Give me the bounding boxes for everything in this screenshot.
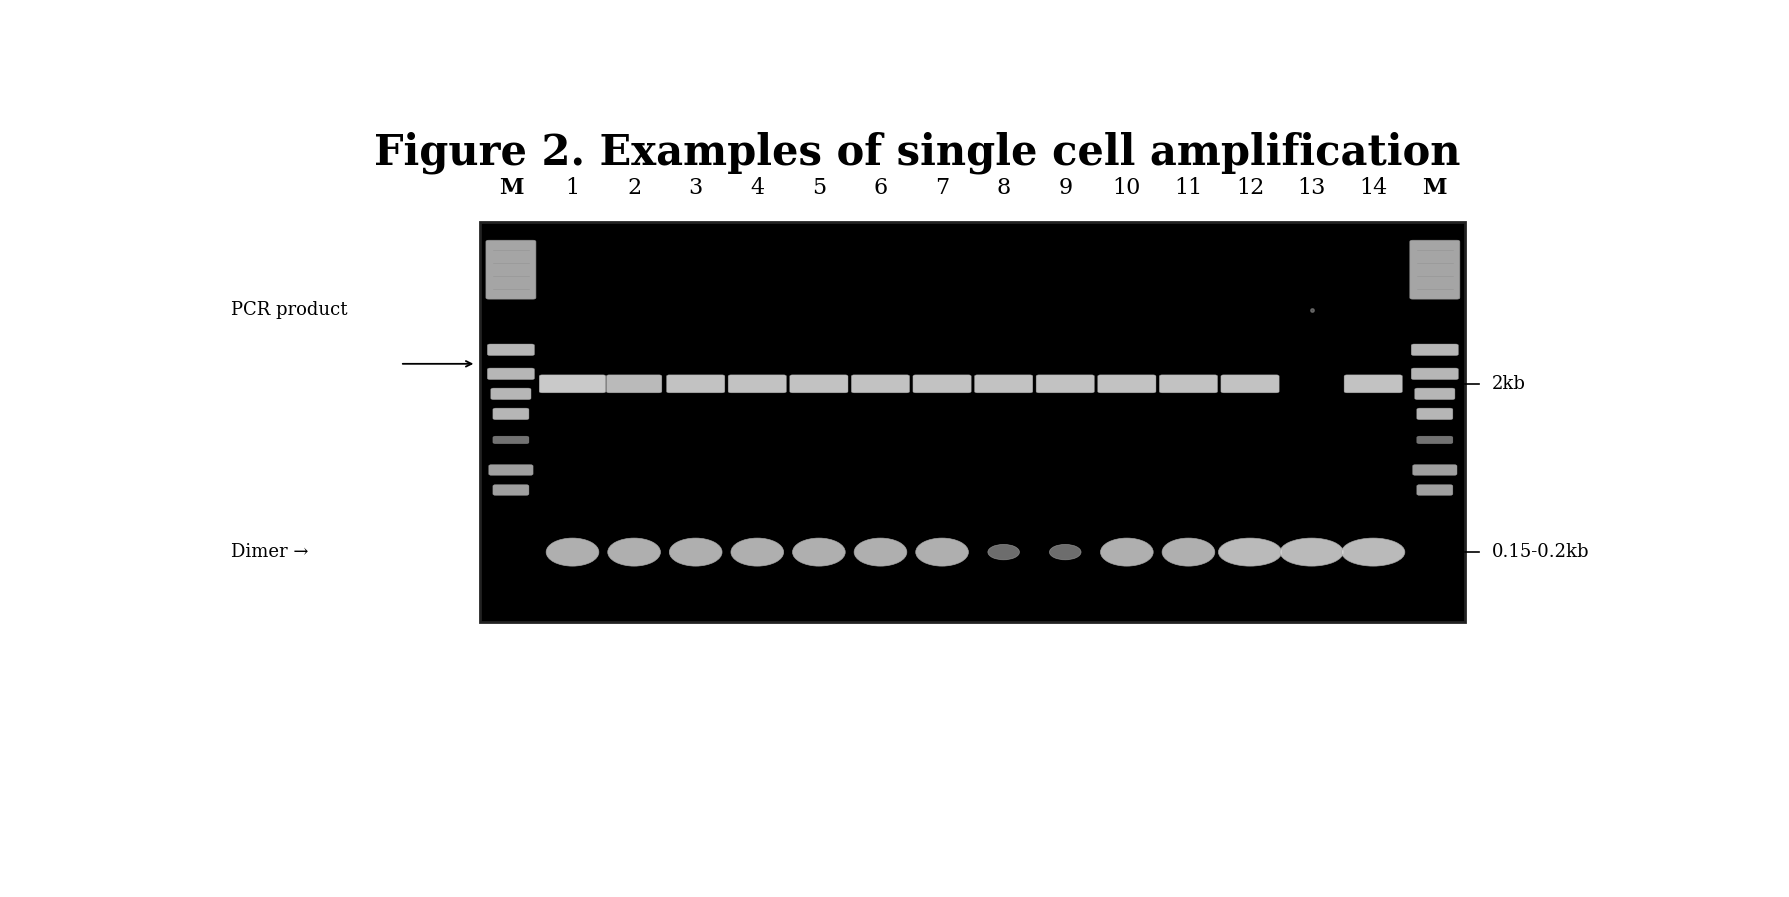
FancyBboxPatch shape (1410, 368, 1458, 379)
Text: PCR product: PCR product (231, 300, 347, 318)
FancyBboxPatch shape (789, 375, 848, 393)
FancyBboxPatch shape (1097, 375, 1156, 393)
FancyBboxPatch shape (1417, 484, 1453, 495)
Text: 4: 4 (750, 178, 764, 199)
Text: 8: 8 (996, 178, 1011, 199)
Ellipse shape (546, 538, 599, 566)
Ellipse shape (1100, 538, 1152, 566)
Text: M: M (1422, 178, 1446, 199)
FancyBboxPatch shape (1410, 344, 1458, 355)
Text: 2: 2 (626, 178, 640, 199)
Text: 1: 1 (565, 178, 580, 199)
FancyBboxPatch shape (728, 375, 785, 393)
FancyBboxPatch shape (1220, 375, 1279, 393)
Text: 9: 9 (1057, 178, 1072, 199)
FancyBboxPatch shape (487, 368, 535, 379)
Text: 0.15-0.2kb: 0.15-0.2kb (1490, 543, 1589, 562)
Ellipse shape (1340, 538, 1404, 566)
FancyBboxPatch shape (490, 388, 531, 400)
Text: 10: 10 (1113, 178, 1140, 199)
Text: 6: 6 (873, 178, 887, 199)
FancyBboxPatch shape (1417, 408, 1453, 420)
FancyBboxPatch shape (1344, 375, 1401, 393)
Text: 11: 11 (1174, 178, 1202, 199)
Bar (479, 222, 1465, 623)
Ellipse shape (988, 544, 1020, 560)
FancyBboxPatch shape (492, 436, 530, 444)
FancyBboxPatch shape (492, 408, 530, 420)
Ellipse shape (669, 538, 721, 566)
FancyBboxPatch shape (852, 375, 909, 393)
Text: 13: 13 (1297, 178, 1326, 199)
FancyBboxPatch shape (912, 375, 971, 393)
Ellipse shape (1279, 538, 1342, 566)
FancyBboxPatch shape (1159, 375, 1217, 393)
Ellipse shape (1161, 538, 1215, 566)
FancyBboxPatch shape (1412, 465, 1456, 475)
FancyBboxPatch shape (487, 344, 535, 355)
Text: 2kb: 2kb (1490, 375, 1524, 393)
Ellipse shape (793, 538, 844, 566)
Text: 12: 12 (1234, 178, 1263, 199)
Ellipse shape (608, 538, 660, 566)
FancyBboxPatch shape (666, 375, 725, 393)
FancyBboxPatch shape (1410, 240, 1460, 299)
FancyBboxPatch shape (1036, 375, 1093, 393)
Ellipse shape (1218, 538, 1281, 566)
Text: 3: 3 (689, 178, 703, 199)
FancyBboxPatch shape (538, 375, 605, 393)
Text: 7: 7 (934, 178, 948, 199)
FancyBboxPatch shape (488, 465, 533, 475)
Text: Figure 2. Examples of single cell amplification: Figure 2. Examples of single cell amplif… (374, 131, 1460, 174)
FancyBboxPatch shape (606, 375, 662, 393)
Ellipse shape (853, 538, 907, 566)
Text: 14: 14 (1358, 178, 1386, 199)
FancyBboxPatch shape (1417, 436, 1453, 444)
FancyBboxPatch shape (492, 484, 530, 495)
Ellipse shape (1048, 544, 1081, 560)
FancyBboxPatch shape (485, 240, 535, 299)
Ellipse shape (916, 538, 968, 566)
FancyBboxPatch shape (1413, 388, 1454, 400)
Text: 5: 5 (812, 178, 825, 199)
Text: M: M (499, 178, 522, 199)
Text: Dimer →: Dimer → (231, 543, 308, 562)
FancyBboxPatch shape (973, 375, 1032, 393)
Ellipse shape (730, 538, 784, 566)
